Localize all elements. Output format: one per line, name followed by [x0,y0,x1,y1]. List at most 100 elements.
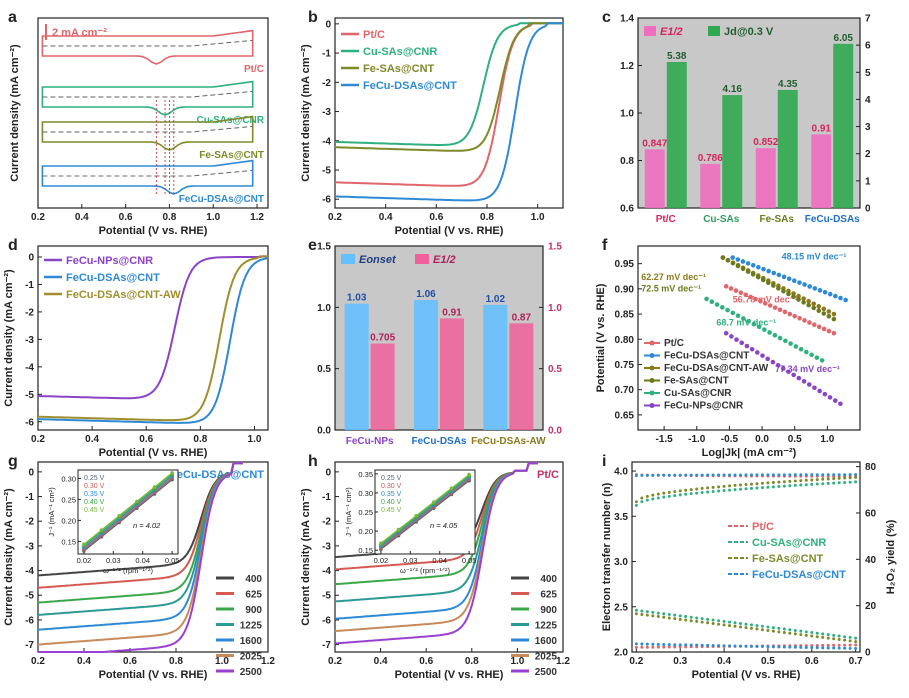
x-tick-label: 0.6 [805,656,819,667]
yield-point [793,645,797,649]
n-point [760,481,764,485]
y-tick-label: -1 [322,49,331,60]
yield-point [804,633,808,637]
n-point [804,483,808,487]
y-tick-label: 40 [865,555,877,566]
inset-y-tick-label: 0.15 [61,537,76,546]
legend-label: FeCu-DSAs@CNT [752,569,846,581]
legend-label: Jd@0.3 V [724,26,774,38]
yield-point [640,612,644,616]
tafel-point [787,311,793,317]
scale-bar-label: 2 mA cm⁻² [52,27,107,39]
tafel-point [751,321,757,327]
y-tick-label: 0.95 [615,259,635,270]
x-tick-label: 0.6 [419,656,433,667]
tafel-point [728,286,734,291]
n-point [832,481,836,485]
lsv-curve [37,255,268,400]
n-point [815,473,819,477]
tafel-point [741,316,746,321]
yield-point [662,612,666,616]
lsv-curve [38,462,243,653]
yield-point [651,610,655,614]
x-tick-label: 0.4 [379,212,393,223]
yield-point [667,645,671,649]
n-point [766,485,770,489]
legend-label: 400 [245,574,262,585]
tafel-point [802,282,807,287]
category-label: Pt/C [656,214,676,225]
yield-point [815,631,819,635]
yield-point [706,621,710,625]
bar-value-label: 1.03 [347,293,367,304]
yield-point [695,619,699,623]
n-point [744,473,748,477]
chart-panel-g: g 0.2 0.4 0.6 0.8 1.0 1.2 -7 -6 -5 -4 -3 -2 -1 0 Potent… [3,453,275,681]
tafel-point [720,305,725,310]
n-point [728,488,732,492]
tafel-point [827,291,833,297]
inset-y-tick-label: 0.30 [358,489,373,498]
legend-label: FeCu-DSAs@CNT [363,80,457,92]
inset-y-tick-label: 0.25 [61,495,76,504]
bar-e-onset [344,303,369,430]
tafel-point [730,255,735,260]
yield-point [722,644,726,648]
tafel-point [801,296,806,301]
y-tick-label: 4 [865,95,871,106]
n-point [645,494,649,498]
tafel-point [797,280,802,285]
yield-point [782,645,786,649]
tafel-point [792,313,798,319]
yield-point [656,642,660,646]
tafel-point [709,299,715,305]
tafel-point [838,401,843,407]
yield-point [640,609,644,613]
inset-point [135,499,139,504]
yield-point [645,610,649,614]
n-point [689,488,693,492]
inset-fit-line [83,472,173,545]
inset-fit-line [83,475,173,549]
yield-point [799,645,803,649]
lsv-curve [334,462,538,645]
plot-frame [334,17,564,209]
tafel-point [821,326,827,332]
yield-point [744,644,748,648]
tafel-point [832,398,838,403]
n-point [848,476,852,480]
tafel-point [826,309,832,314]
y-tick-label: 1.4 [620,14,634,25]
cv-curve [41,29,254,65]
yield-point [684,643,688,647]
x-tick-label: -1.0 [688,434,706,445]
cv-curve [41,115,254,151]
legend-label: FeCu-DSAs@CNT-AW [664,363,769,374]
n-point [706,486,710,490]
inset-legend-label: 0.25 V [381,475,402,482]
tafel-point [771,270,777,276]
n-point [667,490,671,494]
y-tick-label-right: 0.0 [548,426,562,437]
yield-point [711,618,715,622]
n-point [656,473,660,477]
panel-letter: g [8,453,18,470]
legend-label: Cu-SAs@CNR [363,46,437,58]
tafel-point [750,262,756,268]
tafel-point [786,291,791,297]
yield-point [848,643,852,647]
yield-point [771,629,775,633]
n-point [826,477,830,481]
x-tick-label: 0.2 [31,656,45,667]
n-point [810,473,814,477]
yield-point [771,645,775,649]
n-point [673,473,677,477]
plot-background [335,246,543,430]
bar-e-onset [483,304,508,430]
yield-point [728,644,732,648]
yield-point [744,622,748,626]
tafel-point [819,358,825,363]
yield-point [788,628,792,632]
n-point [645,473,649,477]
